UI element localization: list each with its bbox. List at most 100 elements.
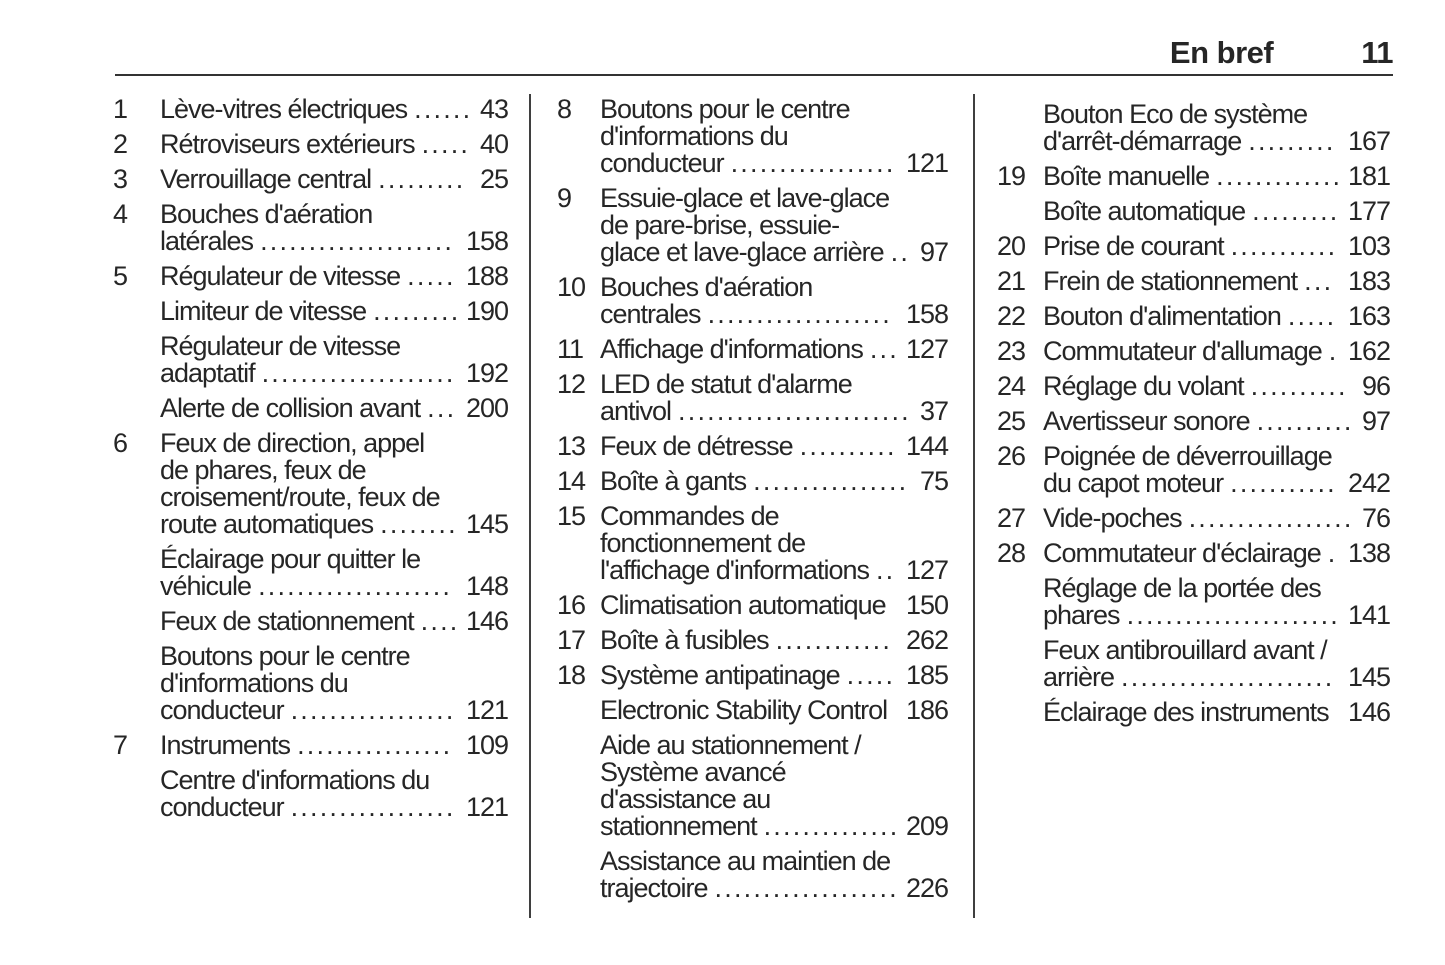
entry-page-ref: 262 xyxy=(905,625,949,655)
toc-entry: 22 Bouton d'alimentation..... 163 xyxy=(997,303,1391,330)
entry-number xyxy=(557,697,600,724)
entry-title-line: Poignée de déverrouillage xyxy=(1043,441,1333,471)
entry-number xyxy=(113,546,160,600)
entry-number: 26 xyxy=(997,441,1026,471)
entry-page-ref: 150 xyxy=(905,590,949,620)
toc-entry: Éclairage pour quitter le véhicule.......… xyxy=(113,546,509,600)
entry-title-line: Feux de stationnement xyxy=(160,606,415,636)
entry-title-line: Prise de courant xyxy=(1043,231,1225,261)
entry-text: Boîte automatique......... 177 xyxy=(1043,196,1391,226)
entry-title-line: glace et lave-glace arrière xyxy=(600,237,885,267)
entry-number xyxy=(997,101,1043,155)
entry-text: Prise de courant........... 103 xyxy=(1043,231,1391,261)
entry-text: Feux antibrouillard avant / arrière......… xyxy=(1043,635,1391,691)
entry-number: 9 xyxy=(557,183,572,213)
entry-text: Boutons pour le centre d'informations du c… xyxy=(600,96,949,178)
entry-title-last-line: Climatisation automatique 150 xyxy=(600,590,949,620)
toc-entry: 1 Lève-vitres électriques...... 43 xyxy=(113,94,509,124)
dot-leader: ......... xyxy=(378,166,466,193)
entry-text: Commutateur d'allumage. 162 xyxy=(1043,338,1391,365)
entry-text: Climatisation automatique 150 xyxy=(600,590,949,620)
entry-title-last-line: Boîte à fusibles............ 262 xyxy=(600,625,949,655)
entry-title-line: Feux de détresse xyxy=(600,431,794,461)
entry-page-ref: 127 xyxy=(905,334,949,364)
entry-title-last-line: antivol........................ 37 xyxy=(600,398,949,425)
entry-page-ref: 145 xyxy=(465,509,509,539)
entry-title-last-line: route automatiques........ 145 xyxy=(160,509,509,539)
entry-title-line: Vide-poches xyxy=(1043,503,1183,533)
entry-text: Boutons pour le centre d'informations du c… xyxy=(160,641,509,725)
dot-leader: ........... xyxy=(1230,470,1337,497)
toc-entry: 16 Climatisation automatique 150 xyxy=(557,590,949,620)
entry-page-ref: 177 xyxy=(1347,196,1391,226)
toc-entry: 18 Système antipatinage..... 185 xyxy=(557,660,949,690)
entry-title-line: centrales xyxy=(600,299,702,329)
entry-title-line: Affichage d'informations xyxy=(600,334,864,364)
entry-title-line: Assistance au maintien de xyxy=(600,846,891,876)
entry-text: Affichage d'informations... 127 xyxy=(600,334,949,364)
entry-title-line: du capot moteur xyxy=(1043,468,1224,498)
entry-title-line: trajectoire xyxy=(600,873,709,903)
toc-entry: Régulateur de vitesse adaptatif..........… xyxy=(113,333,509,387)
entry-title-line: Bouches d'aération xyxy=(600,272,813,302)
entry-title-line: Feux de direction, appel xyxy=(160,428,425,458)
entry-title-last-line: Boîte automatique......... 177 xyxy=(1043,196,1391,226)
entry-page-ref: 146 xyxy=(1347,697,1391,727)
entry-page-ref: 127 xyxy=(905,555,949,585)
toc-entry: 13 Feux de détresse.......... 144 xyxy=(557,431,949,461)
entry-number xyxy=(113,643,160,724)
entry-text: LED de statut d'alarme antivol...........… xyxy=(600,369,949,425)
toc-entry: 23 Commutateur d'allumage. 162 xyxy=(997,338,1391,365)
entry-title-line: Bouches d'aération xyxy=(160,199,373,229)
entry-title-last-line: Affichage d'informations... 127 xyxy=(600,334,949,364)
dot-leader: ............ xyxy=(775,627,893,654)
entry-number: 25 xyxy=(997,406,1026,436)
page-number: 11 xyxy=(1361,35,1393,70)
entry-title-line: Système antipatinage xyxy=(600,660,841,690)
entry-text: Éclairage des instruments 146 xyxy=(1043,697,1391,727)
dot-leader: ...................... xyxy=(1126,602,1340,629)
entry-number xyxy=(997,637,1043,691)
entry-title-last-line: Avertisseur sonore.......... 97 xyxy=(1043,408,1391,435)
entry-text: Réglage du volant.......... 96 xyxy=(1043,371,1391,401)
entry-title-line: Boutons pour le centre xyxy=(160,641,411,671)
entry-title-line: Lève-vitres électriques xyxy=(160,94,408,124)
entry-page-ref: 96 xyxy=(1361,371,1391,401)
entry-title-last-line: Lève-vitres électriques...... 43 xyxy=(160,94,509,124)
entry-title-line: Climatisation automatique xyxy=(600,590,887,620)
toc-entry: 8 Boutons pour le centre d'informations du… xyxy=(557,96,949,178)
toc-entry: 3 Verrouillage central......... 25 xyxy=(113,164,509,194)
toc-entry: Boîte automatique......... 177 xyxy=(997,196,1391,226)
dot-leader: ................ xyxy=(753,468,909,495)
entry-number: 3 xyxy=(113,164,128,194)
toc-entry: Éclairage des instruments 146 xyxy=(997,697,1391,727)
entry-title-last-line: Prise de courant........... 103 xyxy=(1043,231,1391,261)
entry-title-line: Boîte manuelle xyxy=(1043,161,1210,191)
entry-title-last-line: Feux de stationnement.... 146 xyxy=(160,606,509,636)
dot-leader: ......... xyxy=(1248,128,1336,155)
entry-title-line: Boîte à gants xyxy=(600,466,747,496)
entry-title-line: d'informations du xyxy=(160,668,349,698)
entry-title-line: conducteur xyxy=(160,695,285,725)
entry-text: Centre d'informations du conducteur......… xyxy=(160,767,509,821)
entry-title-line: conducteur xyxy=(600,148,725,178)
entry-title-line: Frein de stationnement xyxy=(1043,266,1298,296)
entry-text: Boîte à fusibles............ 262 xyxy=(600,625,949,655)
entry-page-ref: 141 xyxy=(1347,600,1391,630)
toc-entry: 12 LED de statut d'alarme antivol.........… xyxy=(557,369,949,425)
entry-page-ref: 75 xyxy=(919,466,949,496)
entry-number: 13 xyxy=(557,431,586,461)
entry-title-last-line: Commutateur d'éclairage. 138 xyxy=(1043,540,1391,567)
entry-title-line: Feux antibrouillard avant / xyxy=(1043,635,1328,665)
entry-title-last-line: Régulateur de vitesse..... 188 xyxy=(160,263,509,290)
entry-title-last-line: d'arrêt-démarrage......... 167 xyxy=(1043,128,1391,155)
toc-entry: 27 Vide-poches................. 76 xyxy=(997,503,1391,533)
entry-title-last-line: Éclairage des instruments 146 xyxy=(1043,697,1391,727)
entry-title-line: Electronic Stability Control xyxy=(600,695,888,725)
toc-column-1: 1 Lève-vitres électriques...... 43 2 Rétrovi… xyxy=(113,94,509,829)
entry-number: 4 xyxy=(113,199,128,229)
entry-title-line: LED de statut d'alarme xyxy=(600,369,853,399)
entry-title-last-line: Limiteur de vitesse......... 190 xyxy=(160,298,509,325)
entry-text: Frein de stationnement... 183 xyxy=(1043,266,1391,296)
entry-title-line: Système avancé xyxy=(600,757,787,787)
